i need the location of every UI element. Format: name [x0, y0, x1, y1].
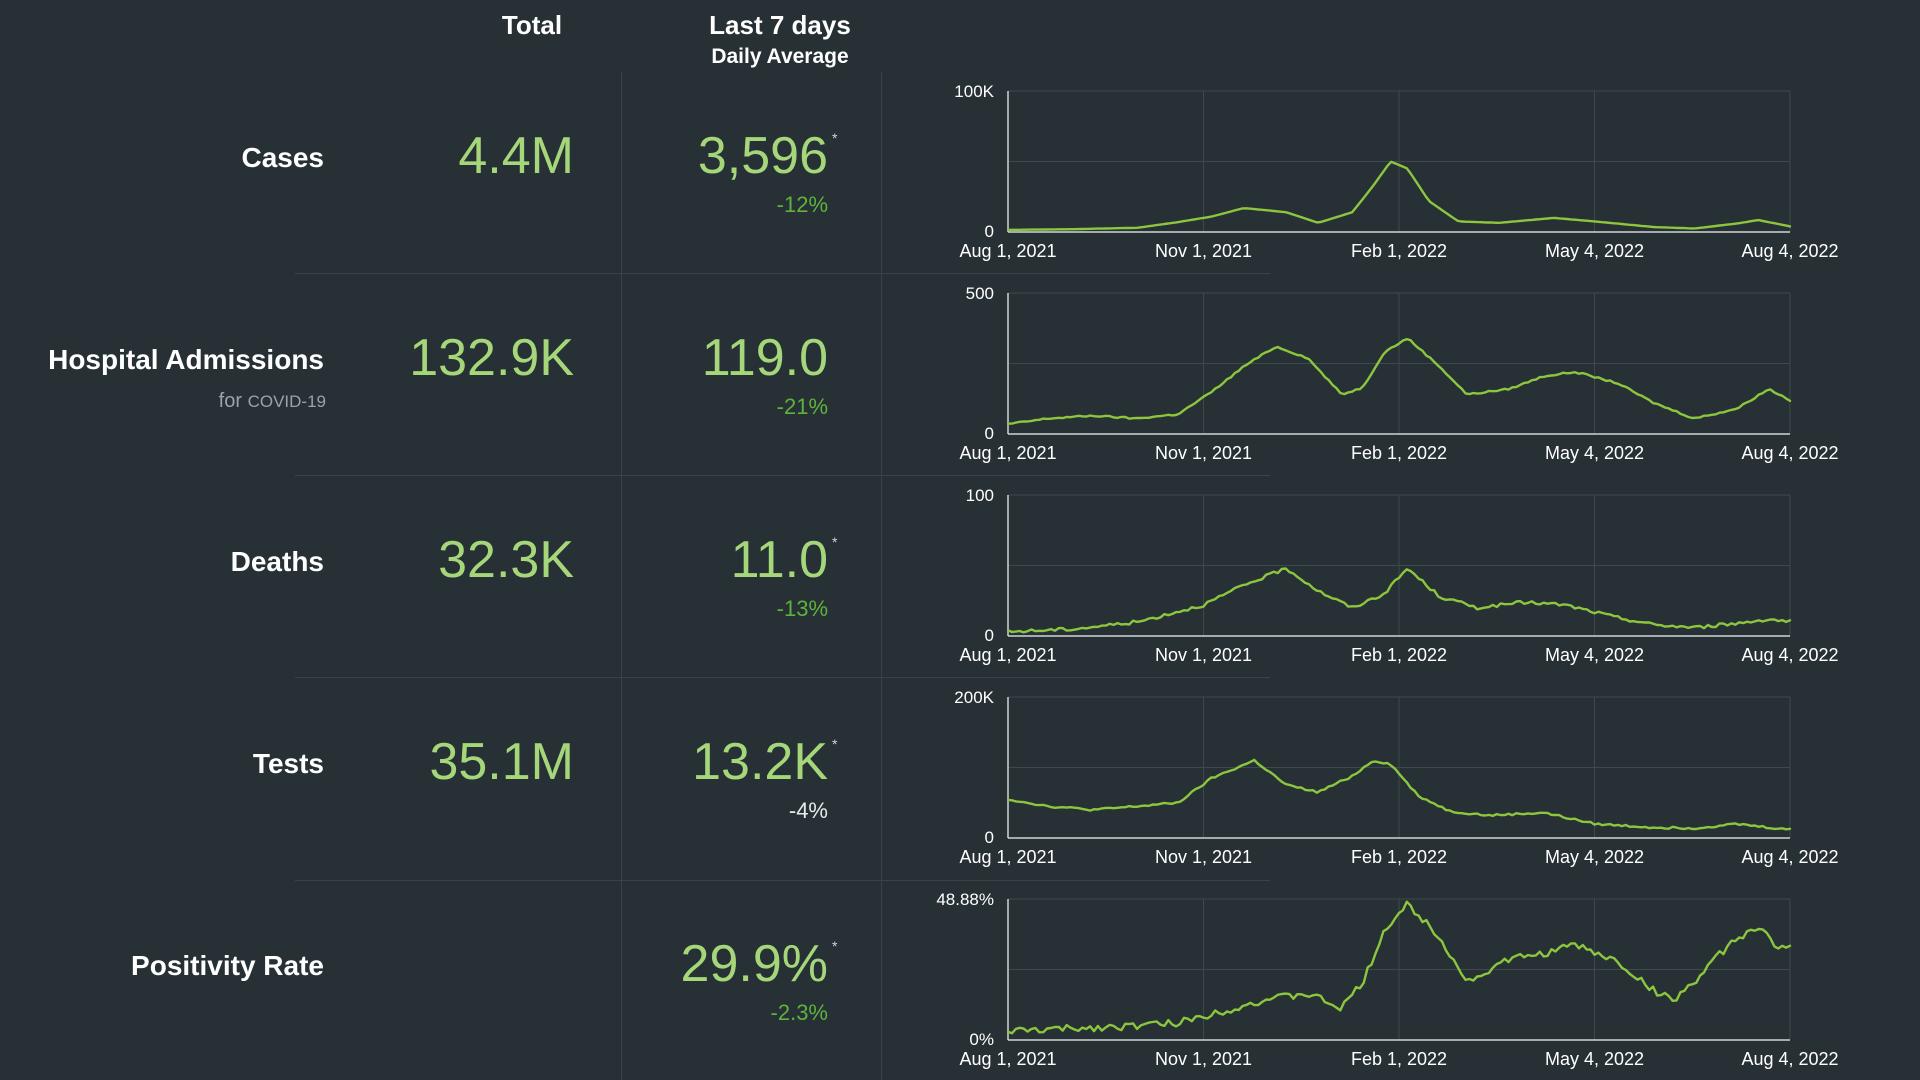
line-chart-tests: 0 200K Aug 1, 2021 Nov 1, 2021 Feb 1, 2022 Ma… [954, 688, 1838, 867]
metric-row-cases: Cases 4.4M 3,596 * -12% 0 100K Aug 1, 2021… [0, 72, 1920, 274]
x-tick-label: Nov 1, 2021 [1155, 443, 1252, 463]
metric-label: Hospital Admissions [48, 344, 324, 375]
x-tick-label: May 4, 2022 [1545, 847, 1644, 867]
y-tick-label: 500 [966, 284, 994, 303]
x-tick-label: Aug 4, 2022 [1741, 1049, 1838, 1069]
asterisk: * [832, 938, 838, 954]
metric-label: Cases [241, 142, 324, 173]
asterisk: * [832, 130, 838, 146]
metric-daily-average: 29.9% [680, 935, 828, 993]
x-tick-label: Nov 1, 2021 [1155, 1049, 1252, 1069]
header-total: Total [501, 10, 563, 40]
sublabel-prefix: for [218, 390, 243, 412]
line-chart-cases: 0 100K Aug 1, 2021 Nov 1, 2021 Feb 1, 2022 Ma… [954, 82, 1838, 261]
metric-daily-average: 119.0 [701, 329, 828, 387]
metric-daily-average: 13.2K [692, 733, 828, 791]
header-last-7-days: Last 7 days [709, 10, 851, 40]
asterisk: * [832, 736, 838, 752]
x-tick-label: Aug 1, 2021 [959, 1049, 1056, 1069]
series-line [1006, 337, 1792, 425]
row-divider [295, 880, 1270, 881]
metric-change: -12% [776, 192, 828, 217]
sublabel-rest: COVID-19 [247, 392, 326, 411]
metric-label: Tests [252, 748, 324, 779]
row-divider [295, 273, 1270, 274]
x-tick-label: May 4, 2022 [1545, 645, 1644, 665]
metric-total: 32.3K [438, 531, 574, 589]
metric-total: 132.9K [409, 329, 574, 387]
metric-change: -13% [776, 596, 828, 621]
y-tick-label: 100 [966, 486, 994, 505]
series-line [1006, 758, 1792, 831]
metric-label: Deaths [230, 546, 324, 577]
series-line [1006, 160, 1792, 232]
x-tick-label: Aug 1, 2021 [959, 847, 1056, 867]
x-tick-label: Nov 1, 2021 [1155, 847, 1252, 867]
x-tick-label: Nov 1, 2021 [1155, 241, 1252, 261]
metric-change: -21% [776, 394, 828, 419]
x-tick-label: May 4, 2022 [1545, 241, 1644, 261]
x-tick-label: Feb 1, 2022 [1351, 645, 1447, 665]
x-tick-label: Aug 1, 2021 [959, 443, 1056, 463]
x-tick-label: Aug 4, 2022 [1741, 847, 1838, 867]
row-divider [295, 677, 1270, 678]
x-tick-label: Aug 4, 2022 [1741, 241, 1838, 261]
metric-change: -4% [788, 798, 828, 823]
y-tick-label: 0 [985, 424, 994, 443]
x-tick-label: May 4, 2022 [1545, 1049, 1644, 1069]
metric-daily-average: 3,596 [697, 127, 828, 185]
metric-row-positivity-rate: Positivity Rate 29.9% * -2.3% 0% 48.88% Au… [0, 880, 1920, 1080]
metric-total: 4.4M [458, 127, 574, 185]
series-line [1006, 567, 1792, 634]
x-tick-label: Aug 1, 2021 [959, 241, 1056, 261]
column-divider [881, 72, 882, 1080]
y-tick-label: 0% [969, 1030, 994, 1049]
metric-label: Positivity Rate [131, 950, 324, 981]
header-daily-average: Daily Average [711, 45, 849, 68]
line-chart-hospital-admissions: 0 500 Aug 1, 2021 Nov 1, 2021 Feb 1, 2022 May… [959, 284, 1838, 463]
x-tick-label: Nov 1, 2021 [1155, 645, 1252, 665]
line-chart-deaths: 0 100 Aug 1, 2021 Nov 1, 2021 Feb 1, 2022 May… [959, 486, 1838, 665]
y-tick-label: 48.88% [936, 890, 994, 909]
metric-sublabel: for COVID-19 [26, 390, 326, 413]
x-tick-label: Aug 4, 2022 [1741, 645, 1838, 665]
y-tick-label: 0 [985, 222, 994, 241]
column-divider [621, 72, 622, 1080]
x-tick-label: Aug 4, 2022 [1741, 443, 1838, 463]
y-tick-label: 0 [985, 828, 994, 847]
metric-change: -2.3% [770, 1000, 828, 1025]
x-tick-label: May 4, 2022 [1545, 443, 1644, 463]
series-line [1006, 900, 1792, 1035]
y-tick-label: 100K [954, 82, 994, 101]
x-tick-label: Feb 1, 2022 [1351, 443, 1447, 463]
metric-row-deaths: Deaths 32.3K 11.0 * -13% 0 100 Aug 1, 2021… [0, 476, 1920, 678]
x-tick-label: Feb 1, 2022 [1351, 241, 1447, 261]
x-tick-label: Feb 1, 2022 [1351, 1049, 1447, 1069]
metric-daily-average: 11.0 [730, 531, 828, 589]
row-divider [295, 475, 1270, 476]
asterisk: * [832, 534, 838, 550]
x-tick-label: Feb 1, 2022 [1351, 847, 1447, 867]
y-tick-label: 0 [985, 626, 994, 645]
y-tick-label: 200K [954, 688, 994, 707]
x-tick-label: Aug 1, 2021 [959, 645, 1056, 665]
metric-row-hospital-admissions: Hospital Admissions for COVID-19 132.9K … [0, 274, 1920, 476]
line-chart-positivity-rate: 0% 48.88% Aug 1, 2021 Nov 1, 2021 Feb 1, 202… [936, 890, 1838, 1069]
metric-total: 35.1M [429, 733, 574, 791]
metric-row-tests: Tests 35.1M 13.2K * -4% 0 200K Aug 1, 2021… [0, 678, 1920, 880]
